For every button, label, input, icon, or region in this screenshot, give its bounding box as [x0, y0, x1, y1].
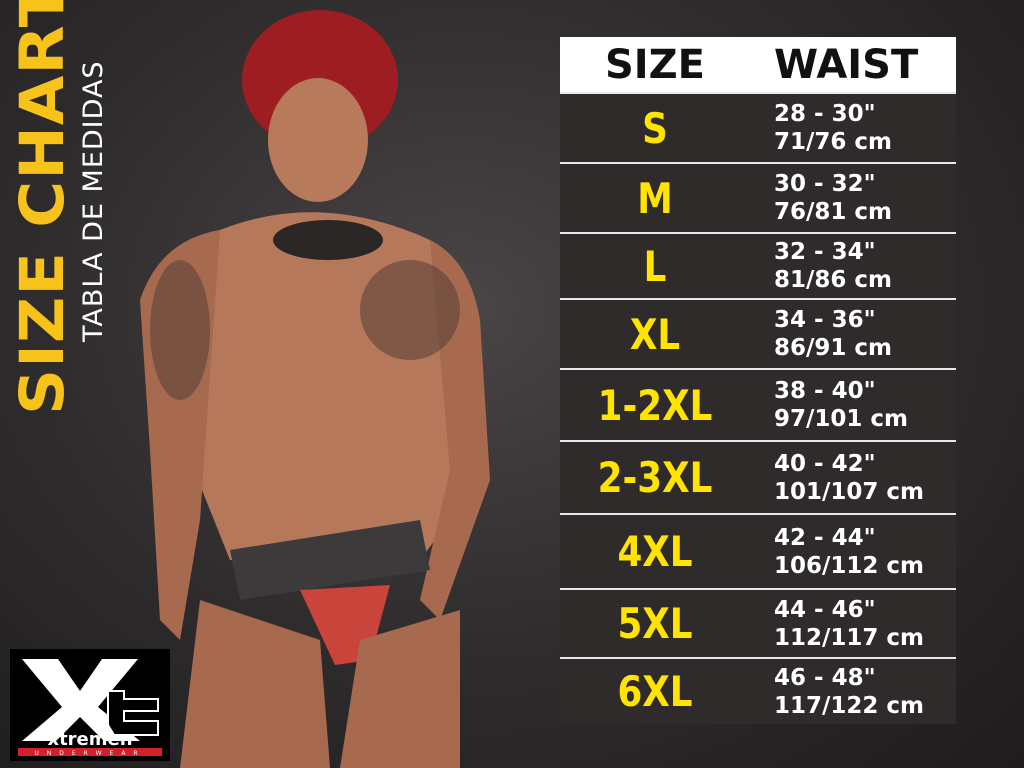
size-label: 6XL: [617, 667, 693, 716]
waist-inches: 42 - 44": [774, 524, 876, 551]
table-row: 6XL 46 - 48" 117/122 cm: [560, 657, 956, 724]
waist-cm: 81/86 cm: [774, 267, 893, 293]
waist-inches: 28 - 30": [774, 101, 876, 127]
waist-value: 30 - 32" 76/81 cm: [750, 170, 892, 226]
waist-value: 40 - 42" 101/107 cm: [750, 450, 924, 506]
waist-inches: 44 - 46": [774, 596, 876, 623]
waist-cm: 101/107 cm: [774, 478, 925, 505]
waist-inches: 38 - 40": [774, 378, 876, 404]
waist-inches: 40 - 42": [774, 450, 876, 477]
waist-value: 46 - 48" 117/122 cm: [750, 664, 924, 720]
waist-cm: 117/122 cm: [774, 692, 925, 719]
waist-cm: 76/81 cm: [774, 199, 893, 225]
waist-inches: 34 - 36": [774, 307, 876, 333]
size-label: 5XL: [617, 599, 693, 648]
table-row: 1-2XL 38 - 40" 97/101 cm: [560, 368, 956, 440]
waist-value: 38 - 40" 97/101 cm: [750, 377, 908, 433]
size-label: M: [637, 173, 673, 223]
header-waist: WAIST: [774, 41, 919, 88]
brand-logo: xtremen UNDERWEAR: [10, 649, 170, 761]
waist-cm: 112/117 cm: [774, 624, 925, 651]
waist-cm: 86/91 cm: [774, 335, 893, 361]
table-row: 2-3XL 40 - 42" 101/107 cm: [560, 440, 956, 513]
size-label: XL: [629, 309, 681, 359]
size-label: 1-2XL: [597, 380, 713, 430]
table-row: XL 34 - 36" 86/91 cm: [560, 298, 956, 368]
logo-brand-text: xtremen: [47, 729, 132, 750]
subtitle: TABLA DE MEDIDAS: [78, 60, 109, 342]
title: SIZE CHART: [8, 0, 79, 415]
svg-text:UNDERWEAR: UNDERWEAR: [34, 750, 145, 757]
waist-value: 28 - 30" 71/76 cm: [750, 100, 892, 156]
header-size: SIZE: [604, 41, 706, 88]
table-row: L 32 - 34" 81/86 cm: [560, 232, 956, 298]
waist-inches: 32 - 34": [774, 239, 876, 265]
table-row: S 28 - 30" 71/76 cm: [560, 92, 956, 162]
waist-value: 34 - 36" 86/91 cm: [750, 306, 892, 362]
waist-value: 32 - 34" 81/86 cm: [750, 238, 892, 294]
size-label: L: [643, 241, 667, 291]
table-row: 4XL 42 - 44" 106/112 cm: [560, 513, 956, 588]
waist-value: 44 - 46" 112/117 cm: [750, 596, 924, 652]
table-row: 5XL 44 - 46" 112/117 cm: [560, 588, 956, 657]
waist-cm: 106/112 cm: [774, 552, 925, 579]
waist-value: 42 - 44" 106/112 cm: [750, 524, 924, 580]
waist-inches: 46 - 48": [774, 664, 876, 691]
table-row: M 30 - 32" 76/81 cm: [560, 162, 956, 232]
size-label: 2-3XL: [597, 453, 713, 502]
waist-cm: 97/101 cm: [774, 406, 909, 432]
size-label: S: [642, 103, 668, 153]
model-photo: [140, 10, 490, 768]
waist-cm: 71/76 cm: [774, 129, 893, 155]
size-label: 4XL: [617, 527, 693, 576]
waist-inches: 30 - 32": [774, 171, 876, 197]
size-chart-table: SIZE WAIST S 28 - 30" 71/76 cm M 30 - 32" 7…: [560, 37, 956, 724]
table-header: SIZE WAIST: [560, 37, 956, 92]
